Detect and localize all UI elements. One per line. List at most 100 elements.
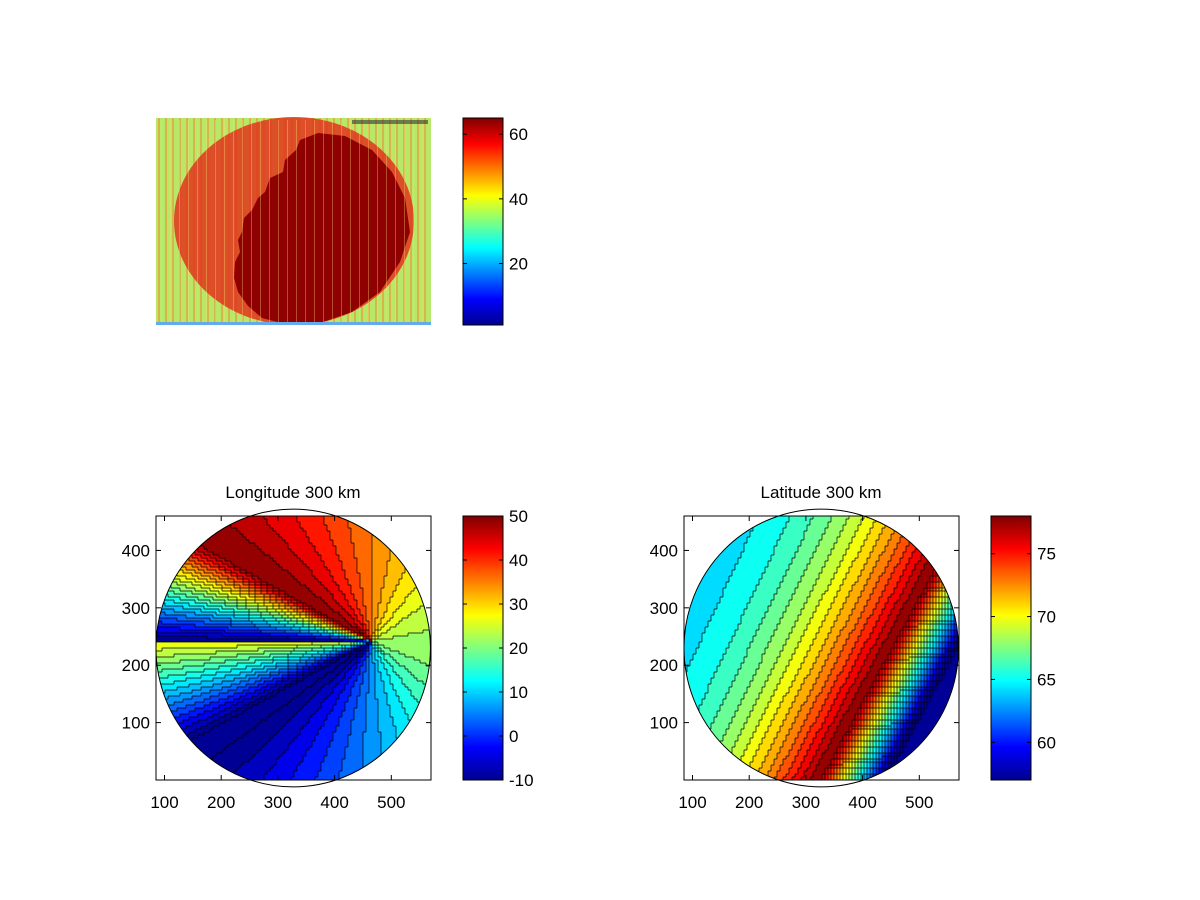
contour-cell	[315, 636, 319, 640]
contour-cell	[225, 627, 229, 631]
contour-cell	[222, 657, 226, 661]
contour-cell	[207, 630, 211, 634]
contour-cell	[303, 579, 307, 583]
contour-cell	[240, 642, 244, 646]
contour-cell	[198, 585, 202, 589]
contour-cell	[165, 672, 169, 676]
contour-cell	[417, 636, 421, 640]
contour-cell	[168, 672, 172, 676]
contour-cell	[378, 648, 382, 652]
contour-cell	[255, 591, 259, 595]
contour-cell	[243, 627, 247, 631]
contour-cell	[177, 648, 181, 652]
contour-cell	[366, 582, 370, 586]
contour-cell	[351, 606, 355, 610]
contour-cell	[372, 672, 376, 676]
contour-cell	[312, 633, 316, 637]
contour-cell	[246, 585, 250, 589]
contour-cell	[396, 663, 400, 667]
contour-cell	[381, 549, 385, 553]
contour-cell	[162, 534, 166, 538]
contour-cell	[414, 660, 418, 664]
contour-cell	[306, 633, 310, 637]
contour-cell	[339, 624, 343, 628]
contour-cell	[372, 651, 376, 655]
contour-cell	[189, 534, 193, 538]
contour-cell	[414, 603, 418, 607]
contour-cell	[273, 573, 277, 577]
contour-cell	[357, 573, 361, 577]
contour-cell	[267, 621, 271, 625]
contour-cell	[399, 663, 403, 667]
contour-cell	[339, 645, 343, 649]
contour-cell	[201, 531, 205, 535]
contour-cell	[396, 522, 400, 526]
contour-cell	[321, 552, 325, 556]
contour-cell	[246, 669, 250, 673]
contour-cell	[237, 573, 241, 577]
contour-cell	[363, 579, 367, 583]
contour-cell	[393, 576, 397, 580]
contour-cell	[201, 603, 205, 607]
contour-cell	[276, 645, 280, 649]
contour-cell	[156, 570, 160, 574]
contour-cell	[159, 588, 163, 592]
contour-cell	[369, 555, 373, 559]
contour-cell	[207, 549, 211, 553]
contour-cell	[264, 588, 268, 592]
contour-cell	[180, 597, 184, 601]
contour-cell	[219, 636, 223, 640]
contour-cell	[234, 546, 238, 550]
contour-cell	[204, 525, 208, 529]
contour-cell	[402, 654, 406, 658]
contour-cell	[162, 561, 166, 565]
contour-cell	[306, 582, 310, 586]
contour-cell	[285, 546, 289, 550]
contour-cell	[399, 657, 403, 661]
contour-cell	[408, 561, 412, 565]
contour-cell	[186, 561, 190, 565]
contour-cell	[357, 531, 361, 535]
contour-cell	[303, 603, 307, 607]
contour-cell	[174, 525, 178, 529]
contour-cell	[267, 585, 271, 589]
contour-cell	[330, 621, 334, 625]
contour-cell	[183, 567, 187, 571]
contour-cell	[243, 621, 247, 625]
contour-cell	[201, 576, 205, 580]
contour-cell	[321, 591, 325, 595]
contour-cell	[246, 576, 250, 580]
contour-cell	[219, 549, 223, 553]
contour-cell	[201, 588, 205, 592]
contour-cell	[225, 651, 229, 655]
contour-cell	[300, 543, 304, 547]
contour-cell	[396, 531, 400, 535]
contour-cell	[234, 555, 238, 559]
contour-cell	[306, 624, 310, 628]
contour-cell	[318, 588, 322, 592]
contour-cell	[327, 627, 331, 631]
contour-cell	[285, 591, 289, 595]
contour-cell	[426, 642, 430, 646]
contour-cell	[408, 672, 412, 676]
contour-cell	[240, 576, 244, 580]
contour-cell	[405, 531, 409, 535]
contour-cell	[300, 558, 304, 562]
contour-cell	[255, 588, 259, 592]
contour-cell	[231, 534, 235, 538]
contour-cell	[420, 639, 424, 643]
contour-cell	[255, 657, 259, 661]
contour-cell	[303, 567, 307, 571]
contour-cell	[402, 585, 406, 589]
contour-cell	[399, 621, 403, 625]
contour-cell	[393, 561, 397, 565]
contour-cell	[381, 618, 385, 622]
contour-cell	[255, 552, 259, 556]
contour-cell	[174, 645, 178, 649]
contour-cell	[174, 606, 178, 610]
contour-cell	[288, 552, 292, 556]
contour-cell	[348, 543, 352, 547]
contour-cell	[222, 591, 226, 595]
contour-cell	[195, 573, 199, 577]
contour-cell	[306, 669, 310, 673]
